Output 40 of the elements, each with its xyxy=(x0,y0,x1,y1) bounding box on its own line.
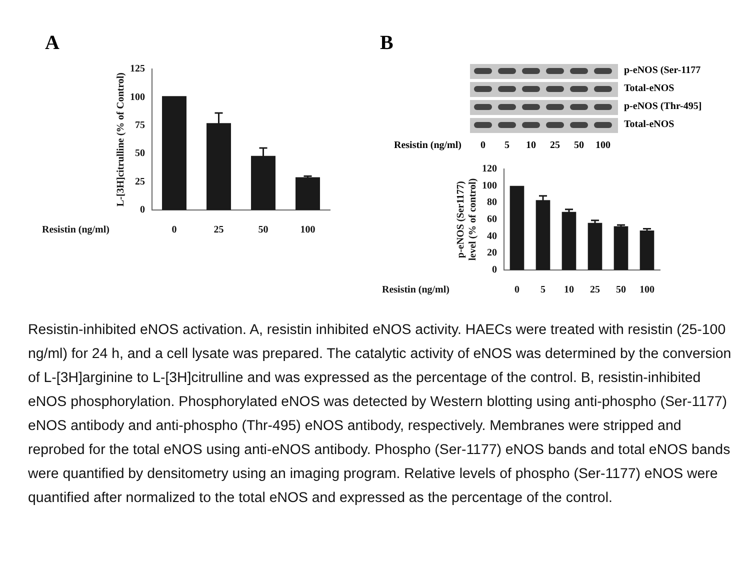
y-tick-label: 125 xyxy=(130,64,145,75)
y-tick-label: 100 xyxy=(482,180,497,192)
text: Total-eNOS xyxy=(624,119,674,130)
y-axis-title: L-[3H]citrulline (% of Control) xyxy=(116,72,127,206)
category-label: 10 xyxy=(526,140,536,151)
y-tick-label: 60 xyxy=(487,214,497,226)
y-tick-label: 75 xyxy=(135,120,145,131)
text: Resistin-inhibited eNOS activation. A, resistin inhibited eNOS activity. HAECs were treated with resistin (25-100 ng/ml) for 24 h, and a cell lysate was prepared. The catalytic activity of eNOS was determined by the conversion of L-[3H]arginine to L-[3H]citrulline and was expressed as the percentage of the control. B, resistin-inhibited eNOS phosphorylation. Phosphorylated eNOS was detected by Western blotting using anti-phospho (Ser-1177) eNOS antibody and anti-phospho (Thr-495) eNOS antibody, respectively. Membranes were stripped and reprobed for the total eNOS using anti-eNOS antibody. Phospho (Ser-1177) eNOS bands and total eNOS bands were quantified by densitometry using an imaging program. Relative levels of phospho (Ser-1177) eNOS were quantified after normalized to the total eNOS and expressed as the percentage of the control. xyxy=(28,321,732,508)
x-tick-label: 100 xyxy=(300,224,316,236)
text: Resistin (ng/ml) xyxy=(382,284,450,296)
x-tick-label: 25 xyxy=(590,284,600,296)
chart-title: A xyxy=(45,32,60,55)
y-tick-label: 25 xyxy=(135,176,145,188)
category-label: 100 xyxy=(596,140,610,151)
x-tick-label: 50 xyxy=(258,224,268,236)
y-axis-title: p-eNOS (Ser1177) level (% of control) xyxy=(456,178,479,261)
y-tick-label: 40 xyxy=(487,230,497,242)
text: Total-eNOS xyxy=(624,83,674,94)
x-axis-title: Resistin (ng/ml) xyxy=(394,140,462,151)
y-tick-label: 0 xyxy=(140,204,145,216)
y-tick-label: 80 xyxy=(487,197,497,208)
x-tick-label: 100 xyxy=(640,284,654,296)
category-label: 25 xyxy=(550,140,560,151)
x-tick-label: 0 xyxy=(514,284,520,296)
x-tick-label: 50 xyxy=(616,284,626,296)
y-tick-label: 50 xyxy=(135,148,145,160)
y-tick-label: 120 xyxy=(482,164,497,175)
x-tick-label: 5 xyxy=(540,284,546,296)
x-tick-label: 25 xyxy=(214,224,224,236)
text: p-eNOS (Thr-495] xyxy=(624,101,702,112)
x-tick-label: 0 xyxy=(172,224,177,236)
x-axis-title: Resistin (ng/ml) xyxy=(42,224,110,236)
text: p-eNOS (Ser-1177 xyxy=(624,65,701,76)
y-tick-label: 100 xyxy=(130,92,145,103)
x-tick-label: 10 xyxy=(564,284,574,296)
y-tick-label: 20 xyxy=(487,248,497,259)
chart-title: B xyxy=(380,32,394,55)
y-tick-label: 0 xyxy=(492,264,497,276)
category-label: 5 xyxy=(504,140,510,151)
category-label: 50 xyxy=(574,140,584,151)
